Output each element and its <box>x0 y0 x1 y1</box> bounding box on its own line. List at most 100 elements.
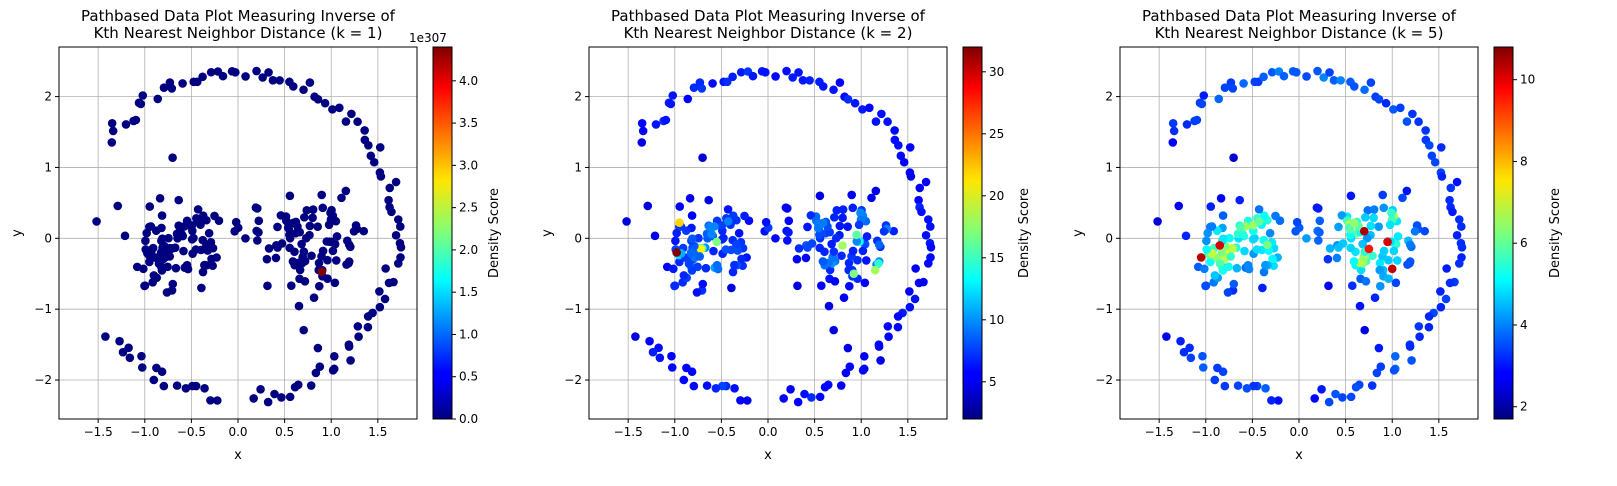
data-point <box>671 236 680 246</box>
data-point <box>193 205 203 214</box>
x-tick-label: −1.5 <box>614 425 643 439</box>
data-point <box>637 138 647 147</box>
data-point <box>380 294 390 304</box>
data-point <box>672 228 681 238</box>
data-point <box>108 126 118 136</box>
data-point <box>1430 157 1440 167</box>
data-point <box>178 79 187 88</box>
data-point <box>701 263 711 273</box>
data-point <box>113 201 123 211</box>
data-point <box>670 281 680 290</box>
scatter-panel-1: Pathbased Data Plot Measuring Inverse of… <box>10 7 502 463</box>
data-point <box>638 126 648 136</box>
data-point <box>335 103 344 113</box>
data-point <box>1398 193 1407 203</box>
data-point <box>200 384 209 393</box>
data-point <box>231 68 240 77</box>
data-point <box>648 347 658 357</box>
data-point <box>308 205 318 214</box>
data-point <box>1445 278 1455 288</box>
data-point <box>1202 245 1211 254</box>
y-tick-label: −1 <box>1095 302 1113 316</box>
data-point <box>806 211 816 220</box>
data-point <box>1457 242 1467 252</box>
data-point <box>141 236 150 246</box>
highlight-point <box>1196 253 1206 262</box>
data-point <box>306 381 316 390</box>
colorbar-tick-label: 25 <box>989 127 1004 141</box>
data-point <box>164 233 173 243</box>
colorbar-label: Density Score <box>1017 188 1032 278</box>
data-point <box>1372 368 1382 378</box>
data-point <box>1384 274 1393 283</box>
data-point <box>1376 362 1386 371</box>
data-point <box>1261 384 1270 393</box>
data-point <box>204 228 214 238</box>
x-tick-label: 1.0 <box>1383 425 1402 439</box>
data-point <box>712 260 722 270</box>
data-point <box>1374 343 1384 353</box>
data-point <box>326 208 335 218</box>
chart-title-line1: Pathbased Data Plot Measuring Inverse of <box>1142 7 1457 25</box>
data-point <box>1265 228 1275 238</box>
data-point <box>101 332 110 341</box>
data-point <box>723 217 733 226</box>
data-point <box>1198 351 1207 361</box>
data-point <box>188 381 197 391</box>
y-tick-label: 1 <box>574 160 582 174</box>
data-point <box>1201 281 1211 290</box>
data-point <box>874 240 884 250</box>
data-point <box>285 230 294 240</box>
data-point <box>1355 301 1365 311</box>
colorbar-tick-label: 8 <box>1520 154 1528 168</box>
data-point <box>375 302 385 312</box>
data-point <box>344 259 353 268</box>
chart-title-line2: Kth Nearest Neighbor Distance (k = 5) <box>1155 24 1444 42</box>
data-point <box>92 217 101 226</box>
data-point <box>251 203 261 212</box>
data-point <box>1378 190 1388 200</box>
data-point <box>815 191 825 201</box>
data-point <box>844 258 854 268</box>
y-tick-label: −1 <box>34 302 52 316</box>
data-point <box>1302 72 1311 81</box>
data-point <box>832 206 842 215</box>
data-point <box>273 243 282 252</box>
data-point <box>1267 396 1276 405</box>
data-point <box>738 261 747 271</box>
data-point <box>191 245 201 254</box>
data-point <box>167 84 177 93</box>
data-point <box>1427 151 1437 161</box>
data-point <box>702 381 712 390</box>
x-tick-label: −1.5 <box>1145 425 1174 439</box>
data-point <box>1361 277 1371 286</box>
data-point <box>1424 322 1434 332</box>
data-point <box>1239 79 1248 88</box>
data-point <box>311 368 321 378</box>
data-point <box>721 245 731 254</box>
data-point <box>254 228 263 237</box>
data-point <box>328 365 338 375</box>
data-point <box>1176 336 1185 346</box>
y-tick-label: 0 <box>44 231 52 245</box>
data-point <box>1436 302 1446 312</box>
data-point <box>393 259 403 268</box>
data-point <box>709 246 718 256</box>
data-point <box>1454 215 1464 224</box>
x-axis-label: x <box>1295 448 1303 463</box>
data-point <box>1199 91 1209 100</box>
data-point <box>679 375 689 385</box>
x-tick-label: −1.0 <box>1191 425 1220 439</box>
highlight-point <box>712 237 722 247</box>
scatter-panel-3: Pathbased Data Plot Measuring Inverse of… <box>1071 7 1563 463</box>
x-tick-label: 1.0 <box>852 425 871 439</box>
data-point <box>1186 353 1196 363</box>
data-point <box>363 322 373 332</box>
data-point <box>337 193 346 203</box>
data-point <box>771 234 780 243</box>
data-point <box>1233 381 1243 390</box>
data-point <box>159 83 169 92</box>
data-point <box>254 216 264 226</box>
data-point <box>307 251 316 261</box>
data-point <box>784 228 793 237</box>
